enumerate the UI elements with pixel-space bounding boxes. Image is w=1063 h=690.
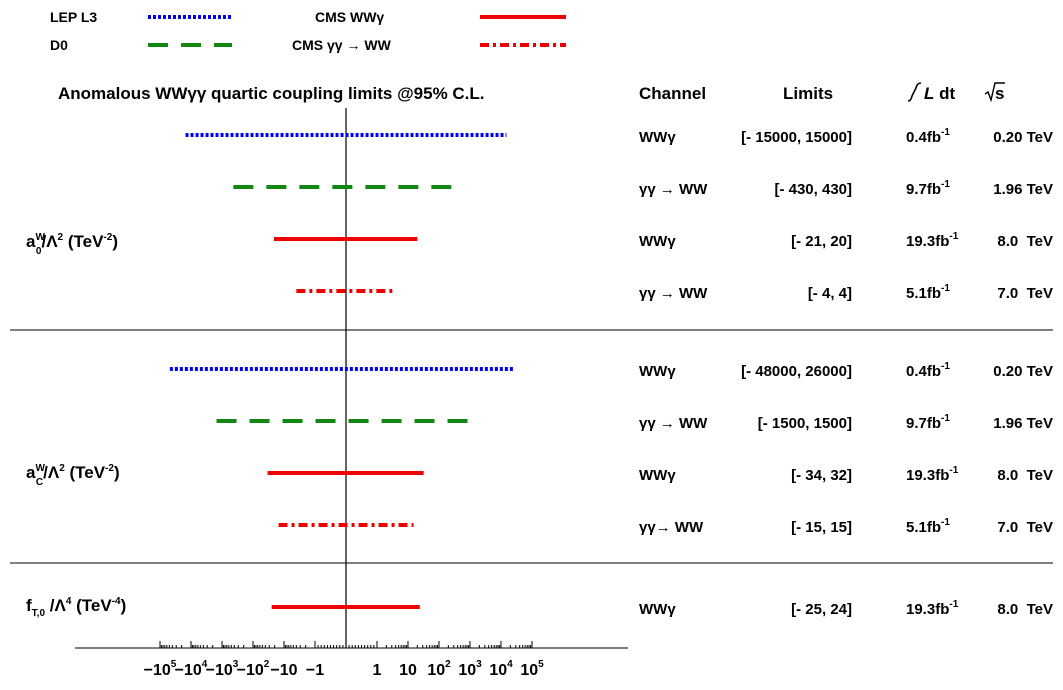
cell-channel: γγ → WW <box>639 415 708 432</box>
cell-limits: [- 15000, 15000] <box>741 129 852 146</box>
legend-label: CMS γγ → WW <box>292 37 392 53</box>
cell-lumi: 9.7fb-1 <box>906 413 950 432</box>
limit-bars <box>169 133 514 609</box>
cell-limits: [- 1500, 1500] <box>758 415 852 432</box>
x-tick-label: −1 <box>306 662 324 679</box>
cell-energy: 1.96 TeV <box>993 181 1053 198</box>
cell-limits: [- 25, 24] <box>791 601 852 618</box>
group-separators <box>10 108 1053 648</box>
x-tick-label: 1 <box>373 662 382 679</box>
x-tick-label: 102 <box>427 659 451 679</box>
limits-table: WWγ [- 15000, 15000] 0.4fb-1 0.20 TeV γγ → W… <box>639 127 1053 618</box>
cell-energy: 7.0 TeV <box>997 285 1053 302</box>
cell-limits: [- 34, 32] <box>791 467 852 484</box>
sqrt-sign-icon <box>984 82 1005 103</box>
cell-energy: 0.20 TeV <box>993 129 1053 146</box>
cell-limits: [- 4, 4] <box>808 285 852 302</box>
cell-lumi: 0.4fb-1 <box>906 361 950 380</box>
x-tick-label: 105 <box>520 659 544 679</box>
x-tick-label: −105 <box>144 659 177 679</box>
column-header-limits: Limits <box>783 84 833 103</box>
column-header-channel: Channel <box>639 84 706 103</box>
cell-limits: [- 430, 430] <box>774 181 852 198</box>
coupling-labels: aW 0/Λ2 (TeV-2) aW C/Λ2 (TeV-2) fT,0 /Λ4 (Te… <box>26 232 126 619</box>
cell-channel: γγ→ WW <box>639 519 704 536</box>
x-tick-label: 104 <box>489 659 513 679</box>
x-tick-label: −102 <box>237 659 270 679</box>
legend-label: CMS WWγ <box>315 9 384 25</box>
cell-limits: [- 15, 15] <box>791 519 852 536</box>
integral-sign-icon <box>907 82 922 102</box>
x-tick-label: −104 <box>175 659 208 679</box>
cell-channel: WWγ <box>639 601 676 618</box>
legend: LEP L3 D0 CMS WWγ CMS γγ → WW <box>50 9 566 53</box>
cell-limits: [- 48000, 26000] <box>741 363 852 380</box>
cell-lumi: 19.3fb-1 <box>906 599 959 618</box>
x-tick-label: −103 <box>206 659 239 679</box>
cell-lumi: 19.3fb-1 <box>906 465 959 484</box>
column-header-lumi: L dt <box>924 84 955 103</box>
x-tick-label: 103 <box>458 659 482 679</box>
cell-lumi: 19.3fb-1 <box>906 231 959 250</box>
cell-channel: WWγ <box>639 233 676 250</box>
cell-lumi: 5.1fb-1 <box>906 283 950 302</box>
coupling-label: aW C/Λ2 (TeV-2) <box>26 463 120 488</box>
cell-channel: WWγ <box>639 129 676 146</box>
cell-lumi: 9.7fb-1 <box>906 179 950 198</box>
cell-energy: 7.0 TeV <box>997 519 1053 536</box>
cell-energy: 1.96 TeV <box>993 415 1053 432</box>
x-axis: −105−104−103−102 −10 −1 1 10 102 103 104 105 <box>75 641 628 679</box>
cell-energy: 0.20 TeV <box>993 363 1053 380</box>
coupling-label: fT,0 /Λ4 (TeV-4) <box>26 596 126 619</box>
x-tick-label: −10 <box>270 662 297 679</box>
legend-label: LEP L3 <box>50 9 97 25</box>
x-tick-label: 10 <box>399 662 417 679</box>
column-headers: Channel Limits L dt s <box>639 82 1005 103</box>
cell-lumi: 5.1fb-1 <box>906 517 950 536</box>
legend-label: D0 <box>50 37 68 53</box>
coupling-label: aW 0/Λ2 (TeV-2) <box>26 232 118 257</box>
chart-title: Anomalous WWγγ quartic coupling limits @… <box>58 84 485 103</box>
cell-energy: 8.0 TeV <box>997 601 1053 618</box>
cell-channel: WWγ <box>639 363 676 380</box>
cell-channel: γγ → WW <box>639 285 708 302</box>
column-header-energy: s <box>995 84 1004 103</box>
cell-lumi: 0.4fb-1 <box>906 127 950 146</box>
cell-limits: [- 21, 20] <box>791 233 852 250</box>
cell-energy: 8.0 TeV <box>997 467 1053 484</box>
cell-channel: γγ → WW <box>639 181 708 198</box>
cell-energy: 8.0 TeV <box>997 233 1053 250</box>
cell-channel: WWγ <box>639 467 676 484</box>
